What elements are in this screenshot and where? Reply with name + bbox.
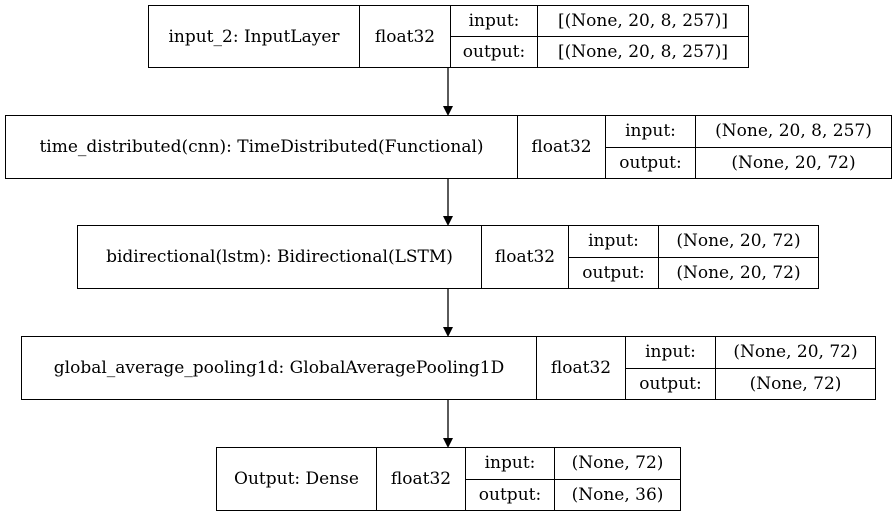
input-row: input: [(None, 20, 8, 257)] xyxy=(451,6,748,37)
layer-io-table: input: [(None, 20, 8, 257)] output: [(No… xyxy=(451,6,748,67)
layer-dtype: float32 xyxy=(537,337,626,399)
layer-name: time_distributed(cnn): TimeDistributed(F… xyxy=(6,116,518,178)
input-shape: (None, 20, 8, 257) xyxy=(715,121,872,142)
output-shape: [(None, 20, 8, 257)] xyxy=(558,42,728,62)
output-label: output: xyxy=(626,368,716,399)
layer-dtype: float32 xyxy=(377,448,466,510)
layer-name: input_2: InputLayer xyxy=(149,6,360,67)
output-row: output: [(None, 20, 8, 257)] xyxy=(451,37,748,67)
layer-name: bidirectional(lstm): Bidirectional(LSTM) xyxy=(78,226,482,288)
output-label: output: xyxy=(606,147,696,178)
layer-node-global-average-pooling: global_average_pooling1d: GlobalAverageP… xyxy=(21,336,876,400)
input-shape: (None, 20, 72) xyxy=(733,342,858,363)
layer-node-output-dense: Output: Dense float32 input: (None, 72) … xyxy=(216,447,681,511)
input-label: input: xyxy=(451,6,538,36)
output-shape: (None, 20, 72) xyxy=(676,262,801,283)
layer-io-table: input: (None, 20, 72) output: (None, 72) xyxy=(626,337,875,399)
input-label: input: xyxy=(606,116,696,147)
input-row: input: (None, 20, 8, 257) xyxy=(606,116,891,148)
output-label: output: xyxy=(466,479,555,510)
output-row: output: (None, 20, 72) xyxy=(569,257,818,288)
layer-dtype: float32 xyxy=(482,226,569,288)
layer-io-table: input: (None, 20, 8, 257) output: (None,… xyxy=(606,116,891,178)
output-row: output: (None, 36) xyxy=(466,479,680,510)
input-label: input: xyxy=(626,337,716,368)
layer-name: Output: Dense xyxy=(217,448,377,510)
output-row: output: (None, 20, 72) xyxy=(606,147,891,178)
input-label: input: xyxy=(569,226,659,257)
input-label: input: xyxy=(466,448,555,479)
layer-io-table: input: (None, 72) output: (None, 36) xyxy=(466,448,680,510)
input-row: input: (None, 20, 72) xyxy=(569,226,818,258)
layer-node-bidirectional: bidirectional(lstm): Bidirectional(LSTM)… xyxy=(77,225,819,289)
output-shape: (None, 20, 72) xyxy=(731,152,856,173)
layer-node-input: input_2: InputLayer float32 input: [(Non… xyxy=(148,5,749,68)
input-shape: [(None, 20, 8, 257)] xyxy=(558,11,728,31)
layer-node-time-distributed: time_distributed(cnn): TimeDistributed(F… xyxy=(5,115,892,179)
output-shape: (None, 72) xyxy=(749,373,842,394)
input-row: input: (None, 20, 72) xyxy=(626,337,875,369)
layer-dtype: float32 xyxy=(518,116,606,178)
input-shape: (None, 72) xyxy=(571,453,664,474)
input-row: input: (None, 72) xyxy=(466,448,680,480)
output-shape: (None, 36) xyxy=(571,484,664,505)
layer-name: global_average_pooling1d: GlobalAverageP… xyxy=(22,337,537,399)
output-label: output: xyxy=(451,37,538,67)
input-shape: (None, 20, 72) xyxy=(676,231,801,252)
output-label: output: xyxy=(569,257,659,288)
layer-dtype: float32 xyxy=(360,6,451,67)
layer-io-table: input: (None, 20, 72) output: (None, 20,… xyxy=(569,226,818,288)
output-row: output: (None, 72) xyxy=(626,368,875,399)
